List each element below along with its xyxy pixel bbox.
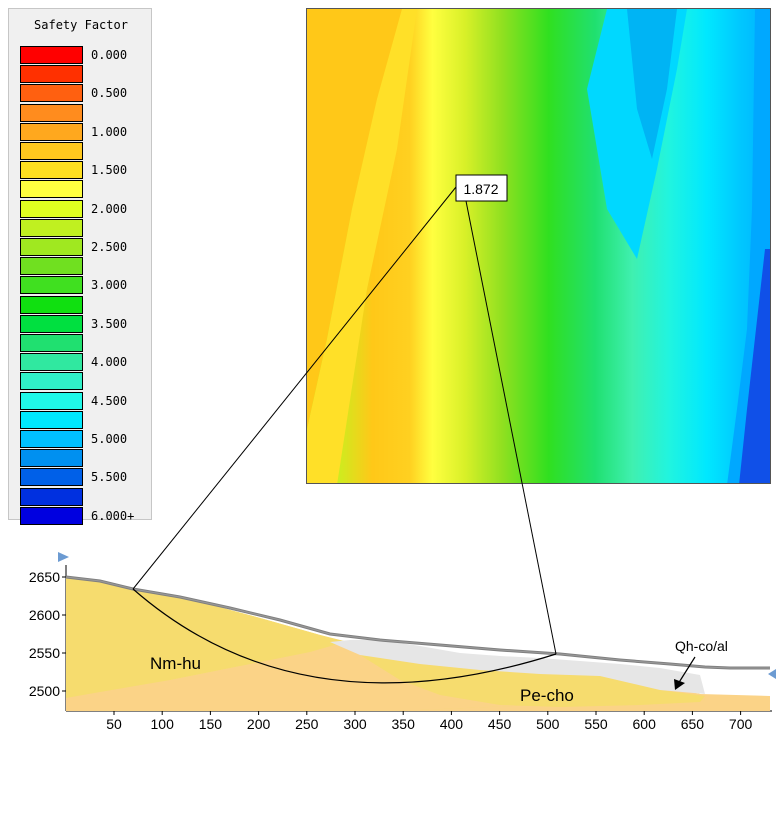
x-tick-label: 350	[392, 716, 416, 732]
legend-swatch	[20, 103, 83, 122]
legend-swatch	[20, 410, 83, 429]
legend-tick-label: 0.000	[91, 48, 128, 62]
contour-dark-blue-edge	[739, 249, 770, 483]
ground-surface-inner	[65, 576, 770, 669]
contour-light-blue-band	[627, 9, 677, 159]
legend-tick-label: 2.000	[91, 201, 128, 216]
legend-swatch	[20, 487, 83, 506]
legend-swatch	[20, 238, 83, 256]
x-tick-label: 600	[633, 716, 657, 732]
x-axis-ticks: 50 100 150 200 250 300 350 400 450 500 550 600 650 70…	[106, 711, 752, 732]
x-tick-label: 50	[106, 716, 122, 732]
y-tick-label: 2500	[29, 683, 60, 699]
legend-tick-label: 6.000+	[91, 508, 135, 523]
left-axis-marker	[58, 552, 69, 562]
legend-tick-label: 1.000	[91, 124, 128, 139]
legend-tick-label: 5.000	[91, 432, 128, 446]
legend-tick-label: 4.500	[91, 393, 128, 408]
legend-swatch	[20, 218, 83, 237]
legend-tick-label: 5.500	[91, 470, 128, 485]
slip-surface-arc	[132, 588, 557, 684]
legend-swatch	[20, 391, 83, 410]
y-tick-label: 2650	[29, 569, 60, 585]
legend-swatch	[20, 276, 83, 295]
legend-swatch	[20, 353, 83, 372]
x-tick-label: 150	[199, 716, 223, 732]
unit-label-pe-cho: Pe-cho	[520, 686, 574, 705]
contour-orange-band	[307, 9, 402, 429]
right-axis-marker	[768, 669, 776, 679]
projection-line-right	[465, 200, 557, 655]
legend-swatch	[20, 161, 83, 180]
y-tick-label: 2550	[29, 645, 60, 661]
contour-yellow-band	[307, 9, 417, 483]
legend-tick-label: 3.000	[91, 278, 128, 293]
x-tick-label: 300	[343, 716, 367, 732]
safety-factor-contour-panel	[306, 8, 771, 484]
safety-factor-value: 1.872	[463, 181, 498, 197]
legend-swatch	[20, 468, 83, 487]
legend-tick-label: 0.500	[91, 86, 128, 101]
safety-factor-label-box	[455, 174, 508, 202]
legend-title: Safety Factor	[34, 18, 128, 32]
x-tick-label: 200	[247, 716, 271, 732]
qh-co-al-unit	[330, 640, 705, 694]
projection-line-left	[132, 186, 457, 590]
qh-co-al-pointer	[677, 656, 696, 685]
legend-tick-label: 1.500	[91, 163, 128, 178]
safety-factor-legend: Safety Factor 0.000 0.500 1.000 1.500 2.000 2…	[8, 8, 152, 525]
legend-swatch	[20, 65, 83, 84]
contour-map	[307, 9, 770, 483]
x-tick-label: 500	[536, 716, 560, 732]
unit-label-nm-hu: Nm-hu	[150, 654, 201, 673]
legend-swatch	[20, 257, 83, 276]
unit-label-qh-co-al: Qh-co/al	[675, 638, 728, 654]
legend-tick-label: 3.500	[91, 316, 128, 331]
legend-swatch	[20, 122, 83, 141]
legend-swatch	[20, 334, 83, 352]
legend-swatch	[20, 46, 83, 64]
nm-hu-unit	[66, 577, 345, 698]
x-tick-label: 450	[488, 716, 512, 732]
x-tick-label: 100	[151, 716, 175, 732]
qh-co-al-arrowhead	[674, 679, 685, 690]
legend-swatch	[20, 506, 83, 525]
nm-hu-upper-wedge	[360, 655, 705, 707]
x-tick-label: 700	[729, 716, 753, 732]
legend-swatch	[20, 142, 83, 160]
legend-swatch	[20, 84, 83, 103]
x-tick-label: 400	[440, 716, 464, 732]
legend-swatch	[20, 295, 83, 314]
y-tick-label: 2600	[29, 607, 60, 623]
legend-tick-label: 2.500	[91, 240, 128, 254]
legend-swatch	[20, 430, 83, 448]
legend-swatch	[20, 372, 83, 391]
x-tick-label: 250	[295, 716, 319, 732]
legend-swatch	[20, 180, 83, 199]
x-tick-label: 650	[681, 716, 705, 732]
legend-swatch	[20, 449, 83, 468]
x-tick-label: 550	[584, 716, 608, 732]
y-axis-ticks: 2650 2600 2550 2500	[29, 569, 66, 699]
legend-swatch	[20, 314, 83, 333]
legend-swatch	[20, 199, 83, 218]
legend-tick-label: 4.000	[91, 355, 128, 370]
